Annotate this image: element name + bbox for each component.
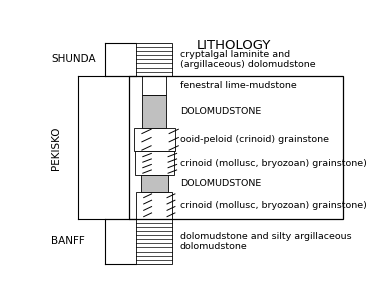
Bar [137, 219, 173, 264]
Bar [137, 43, 173, 76]
Text: dolomudstone and silty argillaceous
dolomudstone: dolomudstone and silty argillaceous dolo… [180, 231, 352, 251]
Bar [135, 151, 174, 175]
Bar [142, 76, 166, 95]
Text: crinoid (mollusc, bryozoan) grainstone): crinoid (mollusc, bryozoan) grainstone) [180, 201, 367, 210]
Text: PEKISKO: PEKISKO [51, 126, 61, 170]
Bar [137, 192, 173, 219]
Text: crinoid (mollusc, bryozoan) grainstone): crinoid (mollusc, bryozoan) grainstone) [180, 159, 367, 168]
Bar [142, 95, 166, 128]
Bar [129, 76, 343, 219]
Bar [141, 175, 168, 192]
Text: LITHOLOGY: LITHOLOGY [196, 39, 271, 52]
Text: cryptalgal laminite and
(argillaceous) dolomudstone: cryptalgal laminite and (argillaceous) d… [180, 50, 315, 69]
Text: DOLOMUDSTONE: DOLOMUDSTONE [180, 107, 261, 116]
Text: fenestral lime-mudstone: fenestral lime-mudstone [180, 81, 296, 90]
Bar [134, 128, 175, 151]
Text: SHUNDA: SHUNDA [51, 54, 96, 64]
Text: DOLOMUDSTONE: DOLOMUDSTONE [180, 179, 261, 188]
Text: BANFF: BANFF [51, 236, 85, 246]
Text: ooid-peloid (crinoid) grainstone: ooid-peloid (crinoid) grainstone [180, 135, 329, 144]
